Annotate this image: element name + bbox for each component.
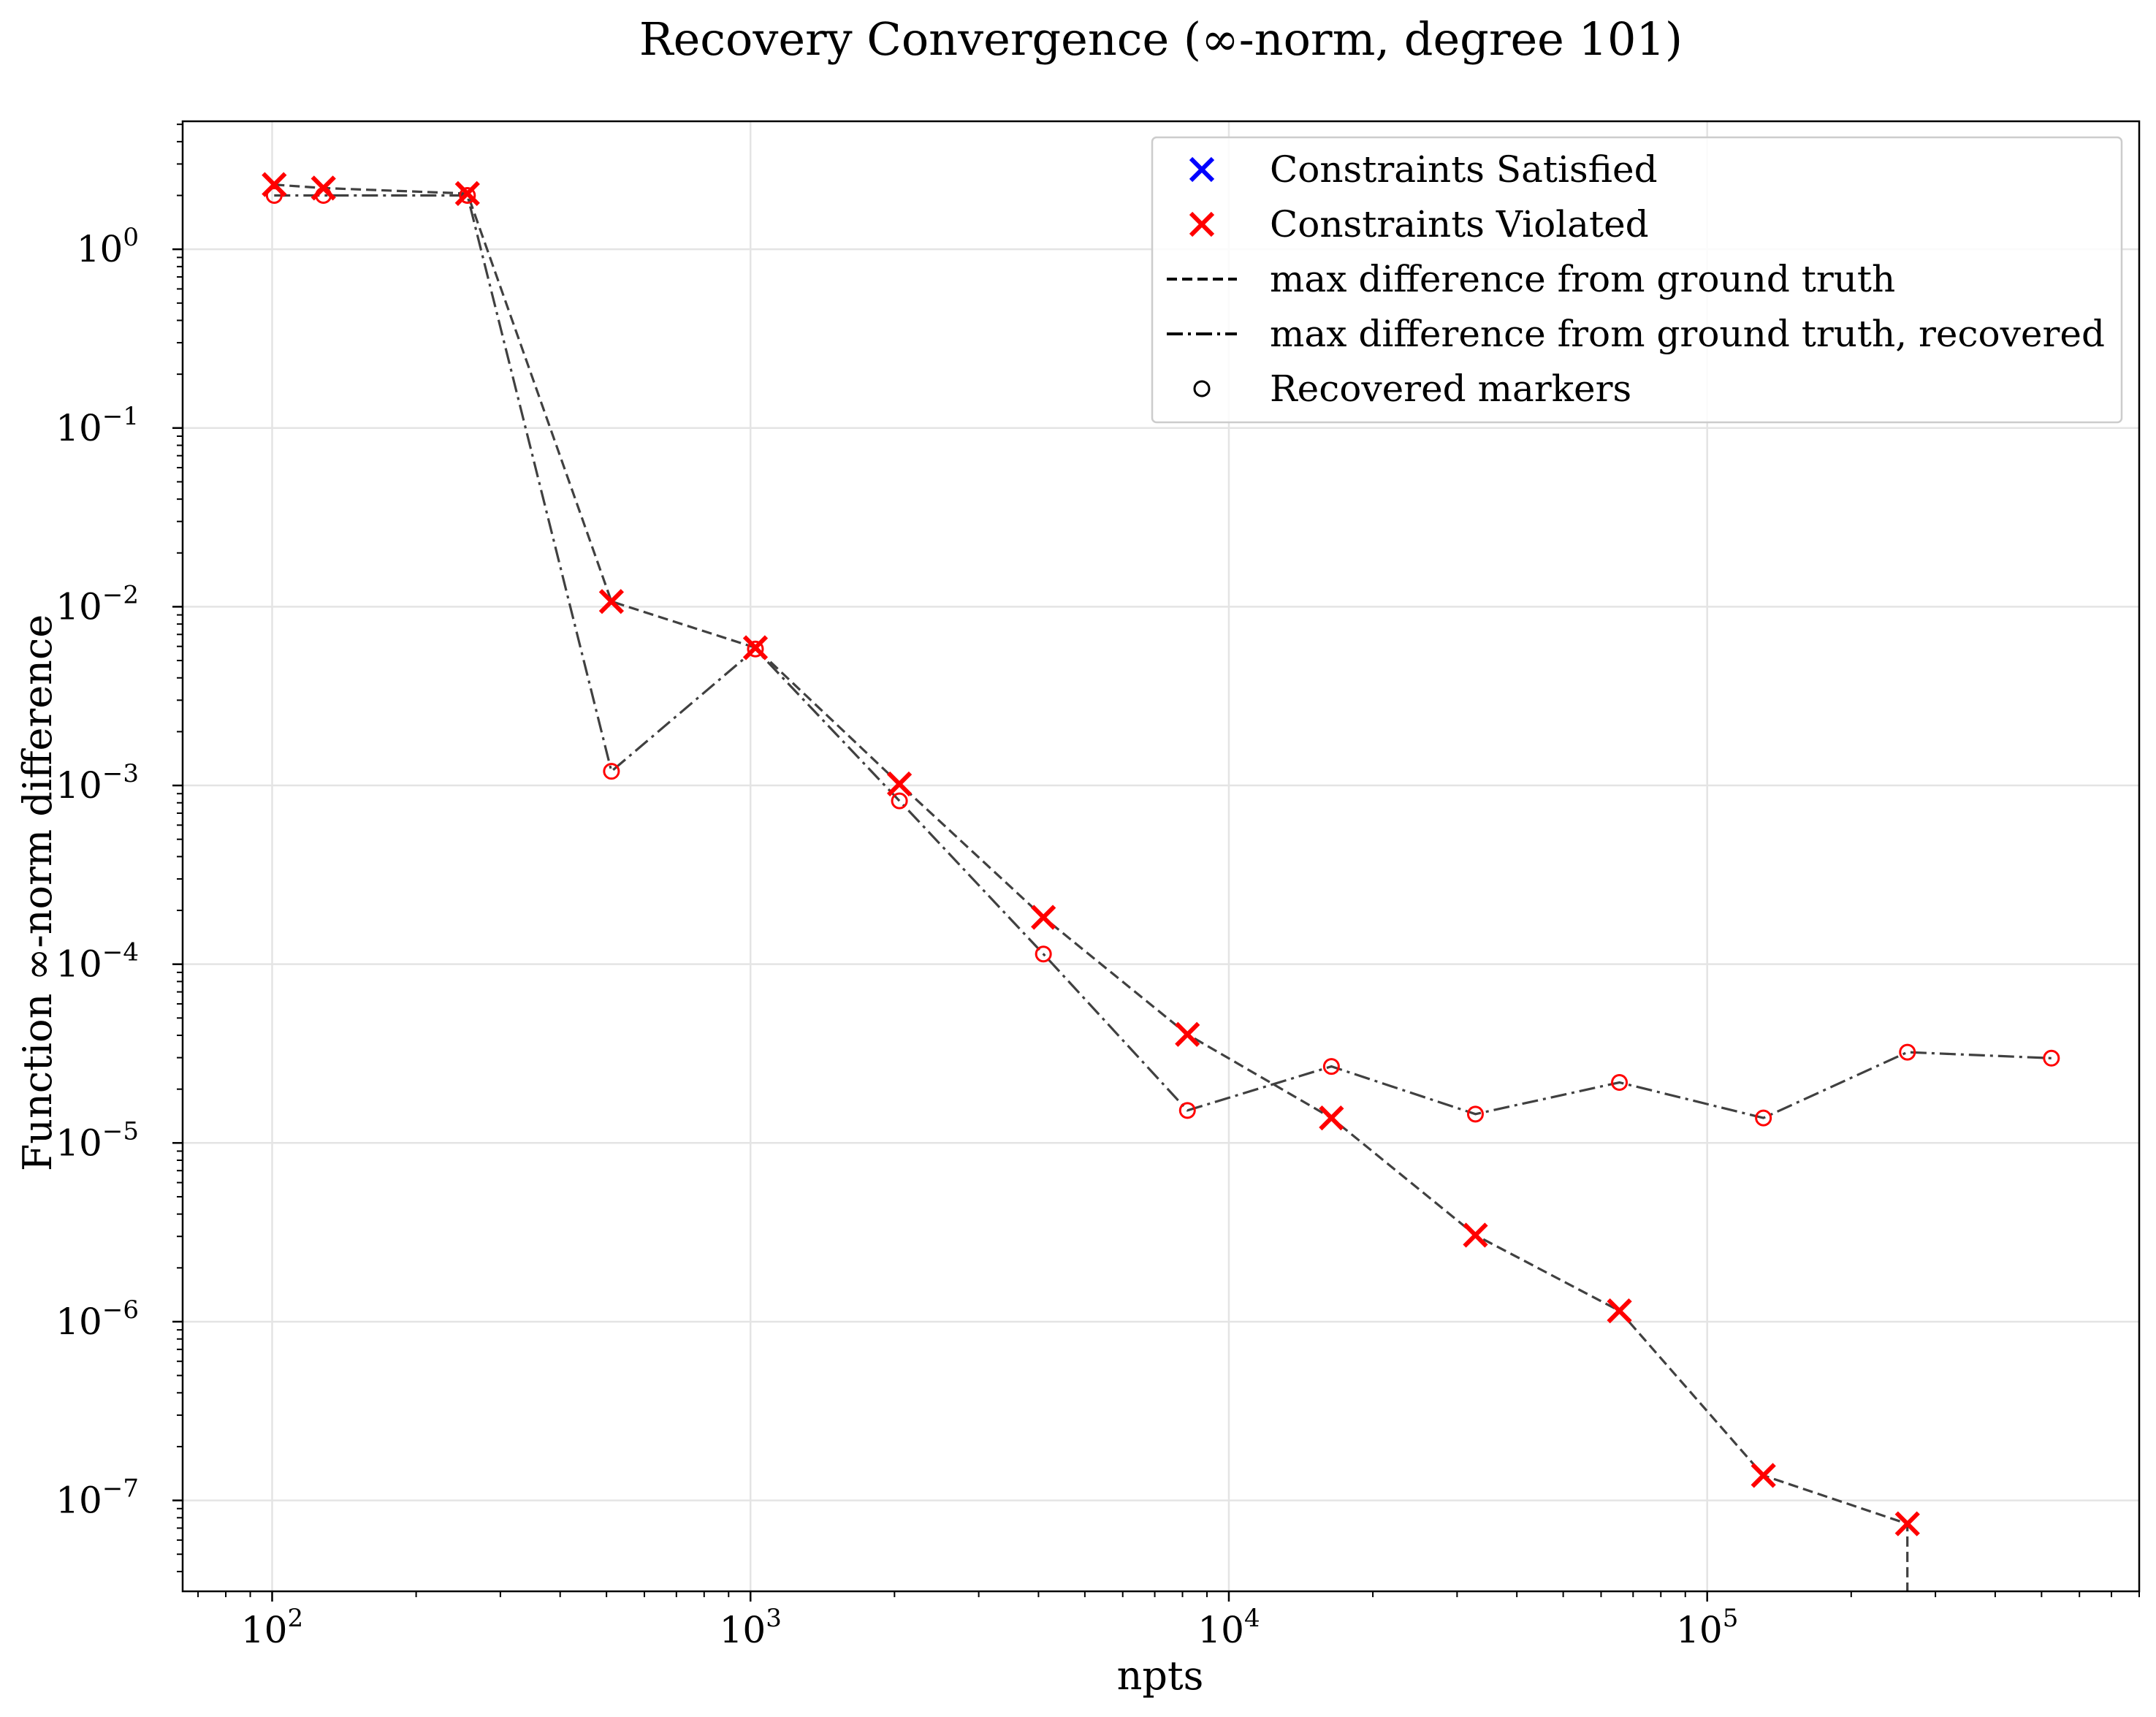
violated-marker-stroke [1031,905,1056,930]
violated-marker-stroke [262,172,287,197]
violated-marker-stroke [1463,1222,1488,1248]
x-axis-label: npts [1117,1653,1204,1699]
chart-title: Recovery Convergence (∞-norm, degree 101… [639,12,1683,66]
legend-label: max difference from ground truth [1270,258,1895,300]
recovered-marker [603,763,620,780]
legend-marker-cross-stroke [1189,211,1215,237]
violated-marker-stroke [454,180,480,207]
recovered-marker [265,187,283,205]
series-line-recovered [274,194,2052,1119]
series-line-ground-truth [274,183,1909,1591]
legend-label: max difference from ground truth, recove… [1270,313,2105,355]
recovered-marker [1178,1102,1196,1119]
legend-marker-cross-stroke [1189,156,1215,183]
y-axis-label: Function ∞-norm difference [15,614,61,1171]
legend-label: Recovered markers [1270,368,1631,410]
recovered-marker [747,640,764,658]
x-tick-label: 102 [241,1604,303,1651]
legend-box [1151,136,2123,424]
series-layer [262,172,2060,1591]
recovered-marker [891,792,908,810]
violated-marker-stroke [598,589,625,614]
violated-marker-stroke [886,771,913,797]
y-tick-label: 10−2 [56,580,139,628]
legend: Constraints Satisfied Constraints Violate… [1151,136,2123,424]
recovered-marker [1899,1043,1916,1061]
recovered-marker [459,187,476,205]
violated-marker-stroke [1751,1463,1776,1488]
legend-label: Constraints Satisfied [1270,148,1658,191]
violated-marker-stroke [1607,1298,1632,1324]
violated-marker-stroke [311,175,336,201]
legend-label: Constraints Violated [1270,203,1649,245]
recovered-marker [2043,1049,2060,1067]
violated-marker-stroke [1175,1021,1200,1047]
recovered-marker [1755,1109,1772,1127]
recovered-marker [1322,1058,1340,1075]
recovered-marker [1611,1074,1629,1092]
legend-marker-circle [1193,380,1211,397]
violated-marker-stroke [1319,1105,1344,1131]
recovered-marker [1466,1105,1484,1123]
recovered-marker [1035,945,1052,963]
violated-marker-stroke [742,635,769,660]
violated-marker-stroke [1894,1511,1920,1537]
